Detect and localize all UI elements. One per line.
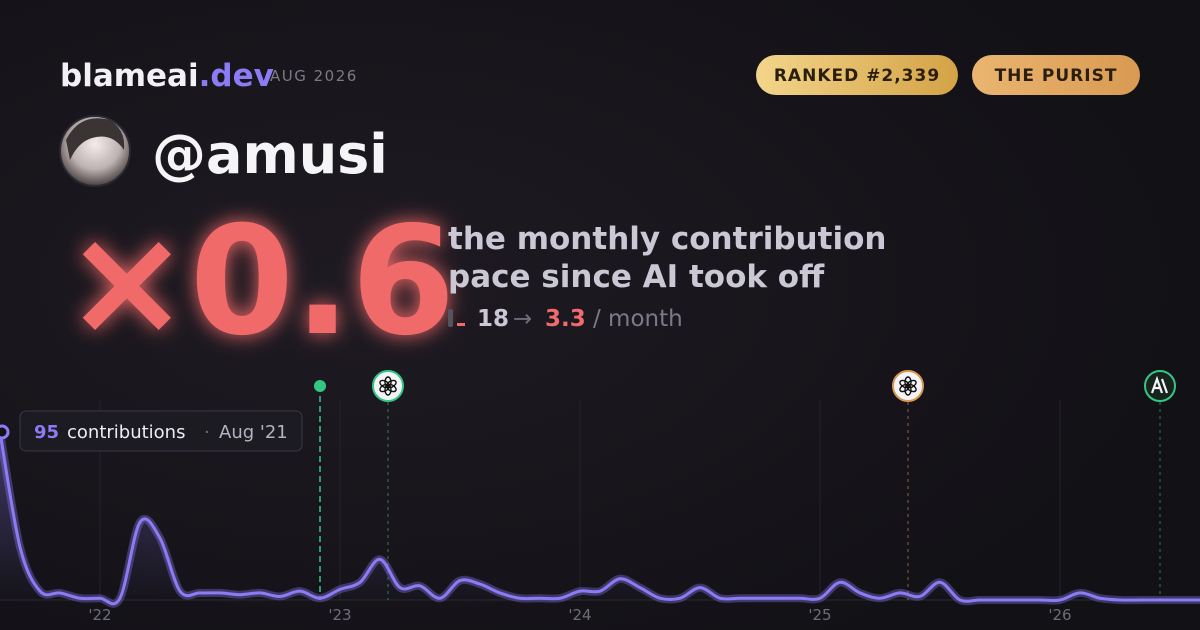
tooltip-text: 95 contributions · Aug '21 — [34, 422, 288, 443]
event-icon — [892, 370, 924, 402]
chart: '22 '23 '24 '25 '26 95 contributions · Aug '21 — [0, 370, 1200, 624]
x-tick-label: '25 — [808, 606, 831, 624]
description-line: pace since AI took off — [448, 259, 825, 295]
tooltip-value: 95 — [34, 422, 59, 443]
description-line: the monthly contribution — [448, 221, 886, 257]
multiplier: ×0.6 — [64, 195, 455, 369]
pace-icon — [448, 309, 453, 327]
event-icon-glyph — [1150, 375, 1169, 394]
badge-label: RANKED #2,339 — [774, 66, 940, 86]
x-tick-label: '22 — [88, 606, 111, 624]
avatar-hair — [66, 118, 125, 160]
brand: blameai.dev — [60, 58, 274, 94]
handle: @amusi — [152, 123, 388, 186]
x-tick-label: '26 — [1048, 606, 1071, 624]
tooltip — [19, 410, 303, 452]
pace-unit: / month — [593, 306, 683, 332]
event-dot — [314, 380, 326, 392]
pace-arrow: → — [513, 306, 532, 332]
event-icon — [372, 370, 404, 402]
badge-label: THE PURIST — [995, 66, 1118, 86]
pace-before: 18 — [477, 306, 509, 332]
line — [0, 431, 1200, 606]
badge — [756, 55, 958, 95]
period: AUG 2026 — [270, 67, 358, 85]
x-tick-label: '24 — [568, 606, 591, 624]
brand-name: blameai — [60, 58, 199, 94]
pace-icon — [457, 323, 465, 326]
event-icon-petal — [899, 379, 910, 389]
badge — [972, 55, 1140, 95]
tooltip-unit: contributions — [67, 422, 185, 443]
hover-point — [0, 424, 10, 440]
tooltip-separator: · — [204, 422, 210, 443]
pace: 18 → 3.3 / month — [477, 306, 683, 332]
pace-after: 3.3 — [545, 306, 586, 332]
brand-suffix: .dev — [199, 58, 274, 94]
event-icon-petal — [379, 379, 390, 389]
tooltip-label: Aug '21 — [219, 422, 288, 443]
x-tick-label: '23 — [328, 606, 351, 624]
